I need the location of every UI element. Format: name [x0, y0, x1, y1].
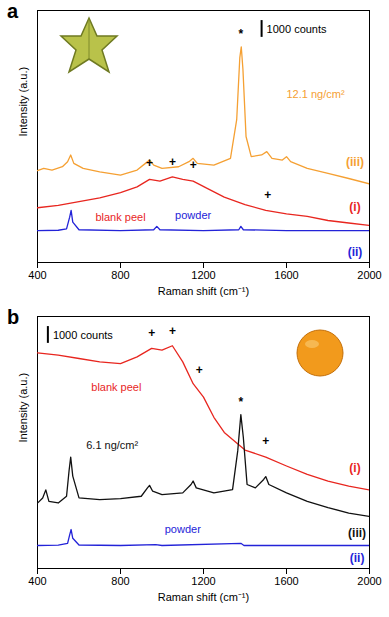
svg-text:+: + — [196, 363, 203, 377]
svg-text:800: 800 — [111, 575, 129, 587]
svg-text:+: + — [169, 155, 176, 169]
html-text:b: b — [7, 306, 20, 328]
svg-text:800: 800 — [111, 269, 129, 281]
svg-text:Raman shift (cm⁻¹): Raman shift (cm⁻¹) — [158, 591, 249, 603]
svg-text:1000 counts: 1000 counts — [53, 329, 113, 341]
svg-text:(iii): (iii) — [348, 526, 366, 540]
svg-text:+: + — [262, 434, 269, 448]
svg-text:*: * — [239, 395, 244, 409]
svg-text:400: 400 — [28, 575, 46, 587]
svg-text:powder: powder — [165, 523, 201, 535]
svg-text:6.1 ng/cm²: 6.1 ng/cm² — [86, 439, 138, 451]
svg-text:+: + — [264, 188, 271, 202]
svg-text:(iii): (iii) — [346, 155, 364, 169]
svg-text:1200: 1200 — [191, 575, 215, 587]
svg-text:1000 counts: 1000 counts — [267, 23, 327, 35]
svg-text:+: + — [190, 158, 197, 172]
svg-text:(i): (i) — [349, 200, 360, 214]
svg-text:powder: powder — [175, 209, 211, 221]
svg-text:Intensity (a.u.): Intensity (a.u.) — [17, 67, 29, 137]
svg-text:1600: 1600 — [274, 575, 298, 587]
svg-text:*: * — [239, 27, 244, 41]
svg-text:1600: 1600 — [274, 269, 298, 281]
html-text:a: a — [7, 0, 19, 22]
svg-text:2000: 2000 — [357, 269, 381, 281]
svg-text:12.1 ng/cm²: 12.1 ng/cm² — [287, 88, 345, 100]
svg-text:blank peel: blank peel — [91, 381, 141, 393]
svg-text:400: 400 — [28, 269, 46, 281]
svg-text:2000: 2000 — [357, 575, 381, 587]
svg-text:Intensity (a.u.): Intensity (a.u.) — [17, 373, 29, 443]
svg-text:+: + — [169, 324, 176, 338]
svg-text:(i): (i) — [349, 461, 360, 475]
svg-text:(ii): (ii) — [348, 245, 363, 259]
svg-text:(ii): (ii) — [350, 551, 365, 565]
svg-text:Raman shift (cm⁻¹): Raman shift (cm⁻¹) — [158, 285, 249, 297]
svg-text:+: + — [146, 156, 153, 170]
svg-text:blank peel: blank peel — [95, 211, 145, 223]
svg-text:+: + — [148, 326, 155, 340]
svg-text:1200: 1200 — [191, 269, 215, 281]
